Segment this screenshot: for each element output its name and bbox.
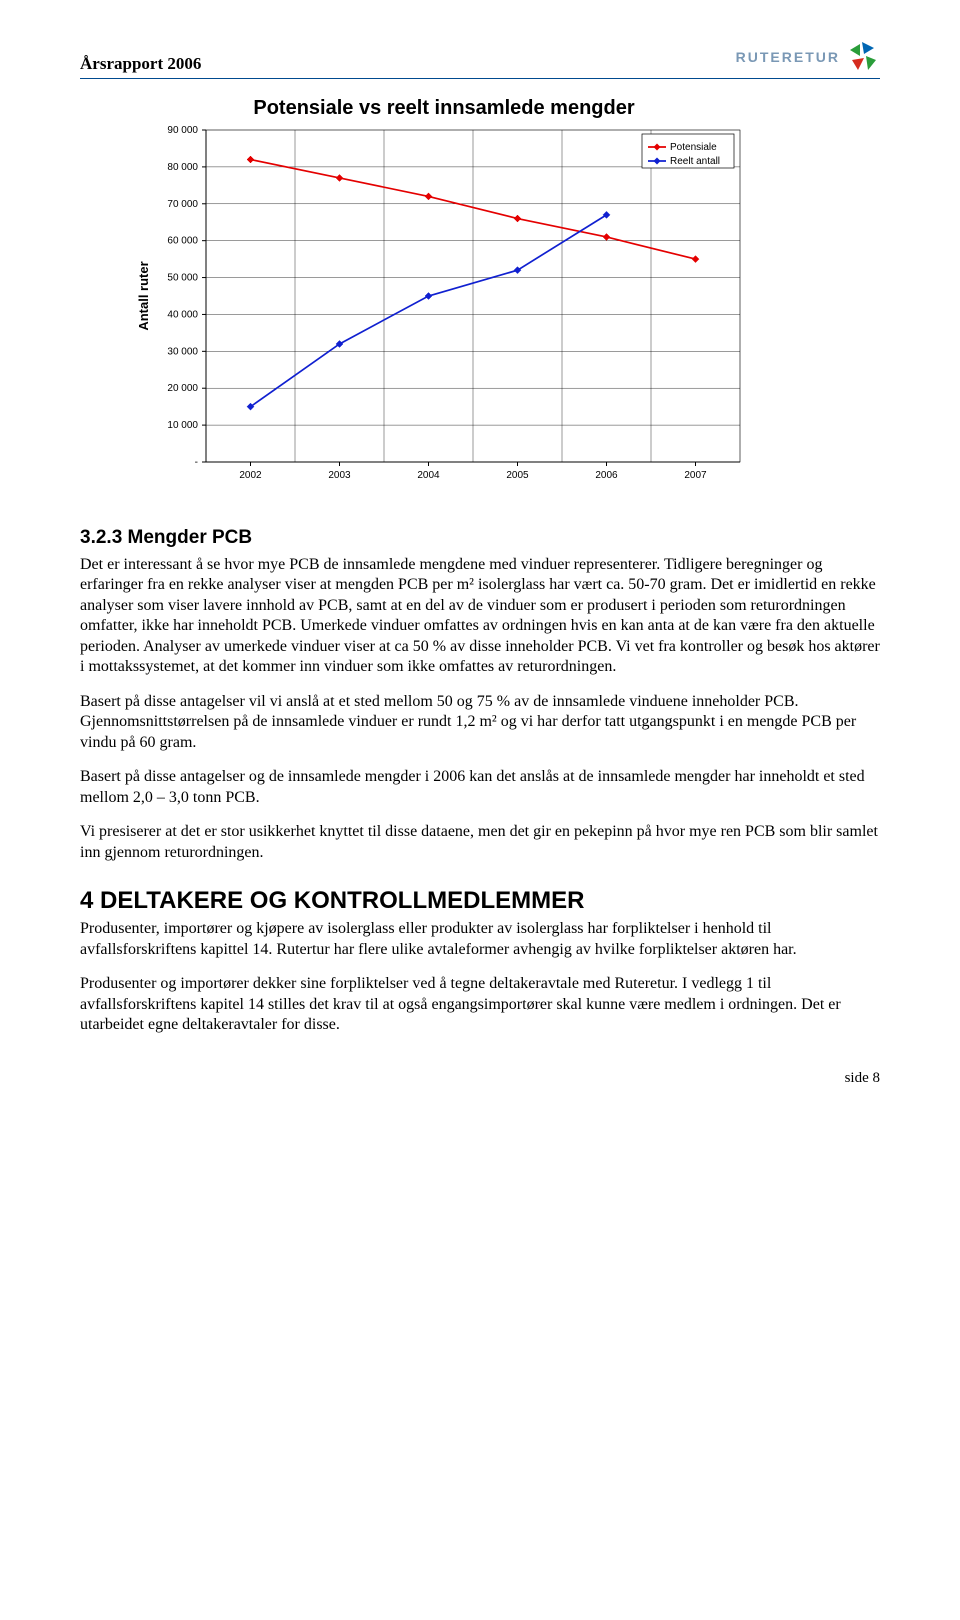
svg-text:50 000: 50 000	[167, 273, 198, 284]
svg-text:2007: 2007	[684, 470, 707, 481]
svg-text:10 000: 10 000	[167, 420, 198, 431]
svg-text:30 000: 30 000	[167, 346, 198, 357]
svg-text:Reelt antall: Reelt antall	[670, 156, 720, 167]
chart-container: Potensiale vs reelt innsamlede mengder -…	[124, 97, 764, 507]
brand-logo: RUTERETUR	[736, 40, 880, 74]
paragraph: Basert på disse antagelser vil vi anslå …	[80, 692, 880, 753]
svg-text:2003: 2003	[328, 470, 351, 481]
chart-title: Potensiale vs reelt innsamlede mengder	[124, 97, 764, 120]
svg-text:70 000: 70 000	[167, 199, 198, 210]
report-title: Årsrapport 2006	[80, 54, 201, 74]
brand-logo-text: RUTERETUR	[736, 49, 840, 65]
page-header: Årsrapport 2006 RUTERETUR	[80, 40, 880, 79]
paragraph: Basert på disse antagelser og de innsaml…	[80, 767, 880, 808]
paragraph: Det er interessant å se hvor mye PCB de …	[80, 555, 880, 678]
svg-text:90 000: 90 000	[167, 125, 198, 136]
paragraph: Vi presiserer at det er stor usikkerhet …	[80, 822, 880, 863]
section-heading-4: 4 DELTAKERE OG KONTROLLMEDLEMMER	[80, 887, 880, 915]
paragraph: Produsenter, importører og kjøpere av is…	[80, 919, 880, 960]
svg-text:60 000: 60 000	[167, 236, 198, 247]
page-number: side 8	[845, 1070, 880, 1087]
svg-text:40 000: 40 000	[167, 309, 198, 320]
svg-text:Potensiale: Potensiale	[670, 142, 717, 153]
svg-text:2002: 2002	[239, 470, 262, 481]
svg-text:2006: 2006	[595, 470, 618, 481]
svg-text:2004: 2004	[417, 470, 440, 481]
svg-text:-: -	[195, 457, 198, 468]
brand-logo-icon	[846, 40, 880, 74]
line-chart: - 10 000 20 000 30 000 40 000 50 000 60 000 70 …	[124, 122, 764, 502]
svg-text:2005: 2005	[506, 470, 529, 481]
svg-text:80 000: 80 000	[167, 162, 198, 173]
svg-text:20 000: 20 000	[167, 383, 198, 394]
svg-text:Antall ruter: Antall ruter	[136, 261, 151, 330]
paragraph: Produsenter og importører dekker sine fo…	[80, 974, 880, 1035]
section-heading-323: 3.2.3 Mengder PCB	[80, 527, 880, 549]
